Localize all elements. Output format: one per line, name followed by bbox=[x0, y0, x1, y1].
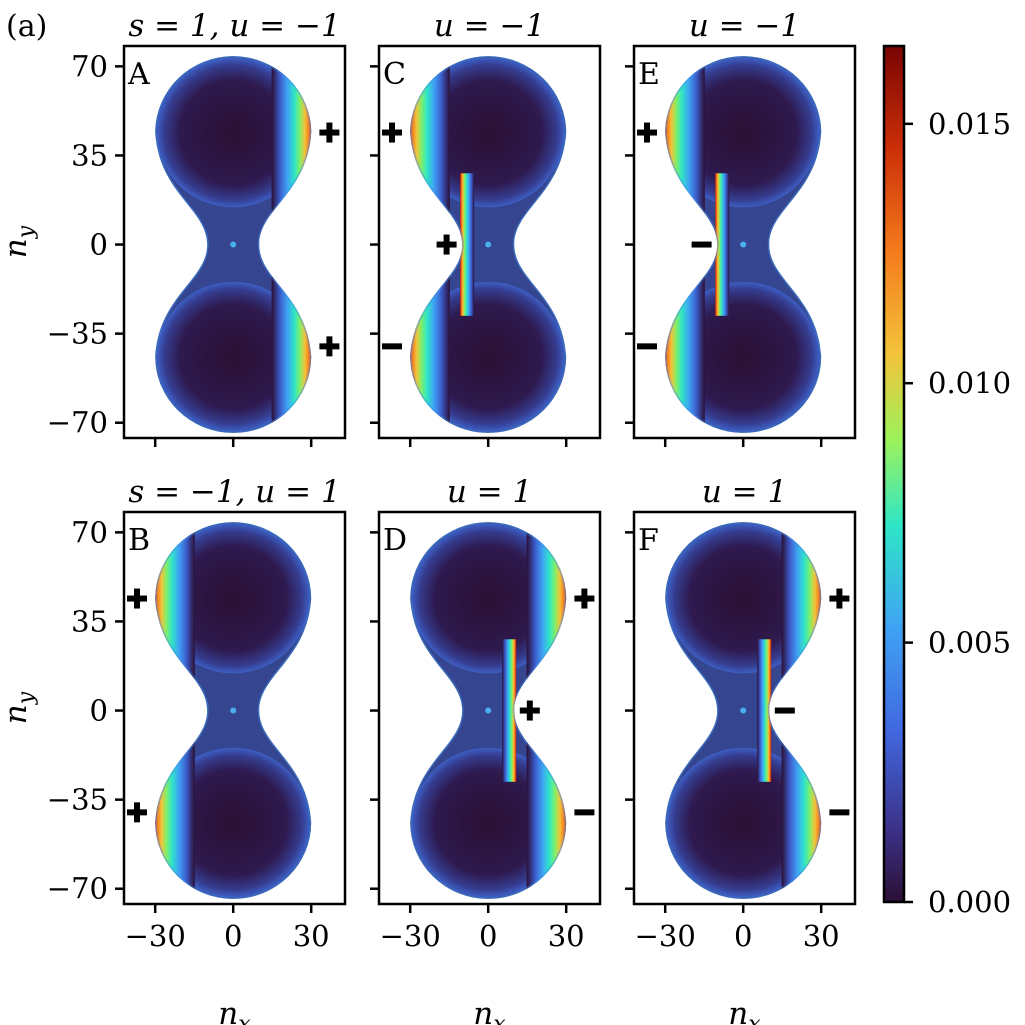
x-tick-label: 30 bbox=[548, 919, 585, 953]
panel-title: u = −1 bbox=[434, 8, 545, 44]
lobe-bottom bbox=[411, 281, 565, 432]
panel-letter: B bbox=[128, 523, 150, 558]
waist-current bbox=[460, 173, 475, 316]
panel-letter: F bbox=[638, 523, 659, 558]
y-tick-label: −35 bbox=[47, 783, 108, 817]
colorbar-tick-label: 0.005 bbox=[928, 626, 1011, 660]
y-tick-label: 0 bbox=[90, 228, 108, 262]
panel-D: Du = 1 −30 0 30 nx bbox=[370, 474, 602, 1025]
y-axis-label: ny bbox=[0, 225, 39, 258]
x-axis-label: nx bbox=[473, 996, 506, 1025]
x-tick-label: 0 bbox=[479, 919, 497, 953]
colorbar-tick-label: 0.015 bbox=[928, 107, 1011, 141]
minus-marker bbox=[691, 241, 712, 248]
colorbar-tick-label: 0.010 bbox=[928, 366, 1011, 400]
plus-marker bbox=[519, 700, 540, 721]
lobe-bottom bbox=[411, 747, 565, 898]
panel-title: s = −1, u = 1 bbox=[128, 474, 340, 510]
x-tick-label: −30 bbox=[125, 919, 186, 953]
panel-title: s = 1, u = −1 bbox=[128, 8, 340, 44]
minus-marker bbox=[574, 809, 595, 816]
lobe-bottom bbox=[156, 281, 310, 432]
center-dot bbox=[740, 707, 747, 714]
plus-marker bbox=[319, 122, 340, 143]
panel-E: Eu = −1 bbox=[625, 8, 857, 447]
x-tick-label: 30 bbox=[803, 919, 840, 953]
center-dot bbox=[485, 707, 492, 714]
waist-current bbox=[715, 173, 730, 316]
minus-marker bbox=[829, 809, 850, 816]
minus-marker bbox=[637, 343, 657, 350]
axes-frame bbox=[377, 510, 602, 906]
x-tick-label: 0 bbox=[734, 919, 752, 953]
panel-A: As = 1, u = −1 70 35 0 −35 −70 ny bbox=[0, 8, 347, 447]
x-tick-label: −30 bbox=[635, 919, 696, 953]
edge-current bbox=[271, 56, 312, 433]
center-dot bbox=[485, 241, 492, 248]
plus-marker bbox=[127, 802, 147, 823]
panel-B: Bs = −1, u = 1 70 35 0 −35 −70 −30 0 30 ny nx bbox=[0, 474, 347, 1025]
panel-F: Fu = 1 −30 0 30 nx bbox=[625, 474, 857, 1025]
y-tick-label: 35 bbox=[71, 604, 108, 638]
x-tick-label: 30 bbox=[293, 919, 330, 953]
panel-C: Cu = −1 bbox=[370, 8, 602, 447]
plus-marker bbox=[829, 588, 850, 609]
y-tick-label: −70 bbox=[47, 872, 108, 906]
panel-title: u = −1 bbox=[689, 8, 800, 44]
colorbar-scale bbox=[882, 44, 906, 904]
lobe-top bbox=[666, 523, 820, 674]
x-axis-label: nx bbox=[218, 996, 251, 1025]
edge-current bbox=[155, 522, 195, 899]
lobe-bottom bbox=[666, 747, 820, 898]
minus-marker bbox=[382, 343, 402, 350]
waist-current bbox=[502, 639, 517, 782]
center-dot bbox=[230, 707, 237, 714]
lobe-top bbox=[666, 57, 820, 208]
axes-frame bbox=[122, 510, 347, 906]
colorbar: 0.000 0.005 0.010 0.015 bbox=[882, 44, 1011, 919]
axes-frame bbox=[377, 44, 602, 440]
y-tick-label: 70 bbox=[71, 49, 108, 83]
panel-title: u = 1 bbox=[447, 474, 532, 510]
lobe-bottom bbox=[666, 281, 820, 432]
center-dot bbox=[230, 241, 237, 248]
x-tick-label: 0 bbox=[224, 919, 242, 953]
plus-marker bbox=[319, 336, 340, 357]
colorbar-tick-label: 0.000 bbox=[928, 885, 1011, 919]
y-tick-label: 0 bbox=[90, 694, 108, 728]
y-tick-label: −70 bbox=[47, 406, 108, 440]
plus-marker bbox=[382, 122, 402, 143]
lobe-top bbox=[156, 523, 310, 674]
axes-frame bbox=[632, 510, 857, 906]
lobe-top bbox=[411, 57, 565, 208]
axes-frame bbox=[632, 44, 857, 440]
figure-label: (a) bbox=[6, 9, 47, 44]
y-tick-label: 70 bbox=[71, 515, 108, 549]
plus-marker bbox=[127, 588, 147, 609]
plus-marker bbox=[637, 122, 657, 143]
lobe-top bbox=[411, 523, 565, 674]
lobe-top bbox=[156, 57, 310, 208]
panel-letter: C bbox=[383, 57, 406, 92]
plus-marker bbox=[436, 234, 457, 255]
y-tick-label: 35 bbox=[71, 138, 108, 172]
panel-letter: E bbox=[638, 57, 660, 92]
panel-letter: A bbox=[127, 57, 150, 92]
y-axis-label: ny bbox=[0, 691, 39, 724]
axes-frame bbox=[122, 44, 347, 440]
panel-title: u = 1 bbox=[702, 474, 787, 510]
center-dot bbox=[740, 241, 747, 248]
minus-marker bbox=[774, 707, 795, 714]
waist-current bbox=[757, 639, 772, 782]
plus-marker bbox=[574, 588, 595, 609]
lobe-bottom bbox=[156, 747, 310, 898]
x-axis-label: nx bbox=[728, 996, 761, 1025]
y-tick-label: −35 bbox=[47, 317, 108, 351]
panel-letter: D bbox=[383, 523, 407, 558]
x-tick-label: −30 bbox=[380, 919, 441, 953]
